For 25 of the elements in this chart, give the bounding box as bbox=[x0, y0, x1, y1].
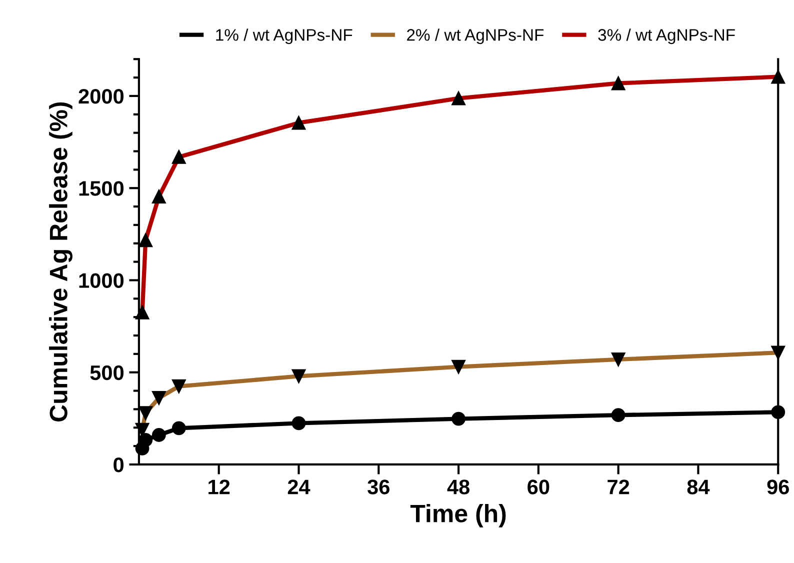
point bbox=[771, 405, 786, 420]
x-tick-label: 60 bbox=[528, 480, 550, 494]
y-tick-label: 500 bbox=[90, 365, 124, 380]
y-axis-title: Cumulative Ag Release (%) bbox=[49, 102, 72, 422]
point bbox=[172, 421, 186, 436]
x-tick-label: 36 bbox=[368, 480, 390, 494]
x-tick-label: 48 bbox=[447, 480, 470, 494]
legend-label: 3% / wt AgNPs-NF bbox=[598, 28, 735, 44]
x-tick-label: 12 bbox=[208, 480, 230, 494]
x-tick-label: 72 bbox=[608, 480, 630, 494]
legend-label: 1% / wt AgNPs-NF bbox=[216, 28, 352, 44]
legend-label: 2% / wt AgNPs-NF bbox=[407, 28, 544, 44]
y-tick-label: 0 bbox=[114, 457, 124, 472]
point bbox=[611, 408, 626, 422]
x-tick-label: 84 bbox=[687, 480, 710, 494]
x-tick-label: 24 bbox=[288, 480, 310, 494]
y-tick-label: 2000 bbox=[78, 88, 124, 104]
y-tick-label: 1000 bbox=[79, 273, 124, 288]
x-tick-label: 96 bbox=[767, 480, 789, 494]
point bbox=[152, 428, 166, 442]
point bbox=[452, 412, 466, 426]
point bbox=[292, 416, 306, 430]
x-axis-title: Time (h) bbox=[410, 504, 506, 528]
y-tick-label: 1500 bbox=[79, 181, 124, 196]
point bbox=[138, 433, 153, 447]
